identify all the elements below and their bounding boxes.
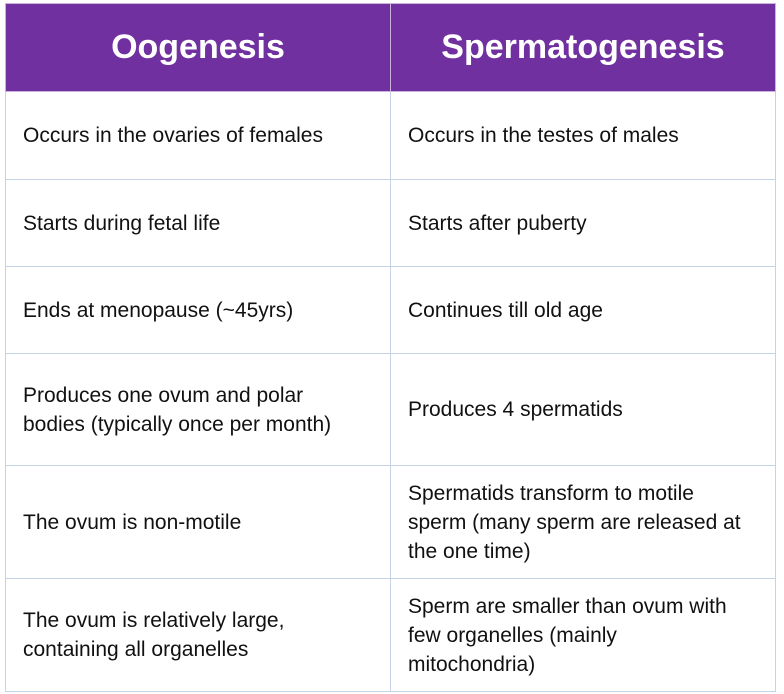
table-cell: Occurs in the testes of males xyxy=(390,91,776,180)
table-cell: Occurs in the ovaries of females xyxy=(5,91,391,180)
table-cell: Continues till old age xyxy=(390,266,776,354)
header-cell: Oogenesis xyxy=(5,3,391,92)
table-row: The ovum is non-motile Spermatids transfo… xyxy=(5,465,776,579)
table-row: Ends at menopause (~45yrs) Continues till… xyxy=(5,266,776,354)
header-cell: Spermatogenesis xyxy=(390,3,776,92)
table-row: Occurs in the ovaries of females Occurs i… xyxy=(5,91,776,180)
table-cell: Sperm are smaller than ovum with few org… xyxy=(390,578,776,692)
table-row: Produces one ovum and polar bodies (typi… xyxy=(5,353,776,466)
table-cell: The ovum is relatively large, containing… xyxy=(5,578,391,692)
table-cell: Produces 4 spermatids xyxy=(390,353,776,466)
table-cell: Spermatids transform to motile sperm (ma… xyxy=(390,465,776,579)
table-cell: Starts during fetal life xyxy=(5,179,391,267)
table-row: The ovum is relatively large, containing… xyxy=(5,578,776,692)
table-cell: Ends at menopause (~45yrs) xyxy=(5,266,391,354)
header-row: Oogenesis Spermatogenesis xyxy=(5,3,776,92)
table-cell: The ovum is non-motile xyxy=(5,465,391,579)
table-cell: Produces one ovum and polar bodies (typi… xyxy=(5,353,391,466)
table-row: Starts during fetal life Starts after pub… xyxy=(5,179,776,267)
table-cell: Starts after puberty xyxy=(390,179,776,267)
comparison-table: Oogenesis Spermatogenesis Occurs in the o… xyxy=(5,3,776,692)
